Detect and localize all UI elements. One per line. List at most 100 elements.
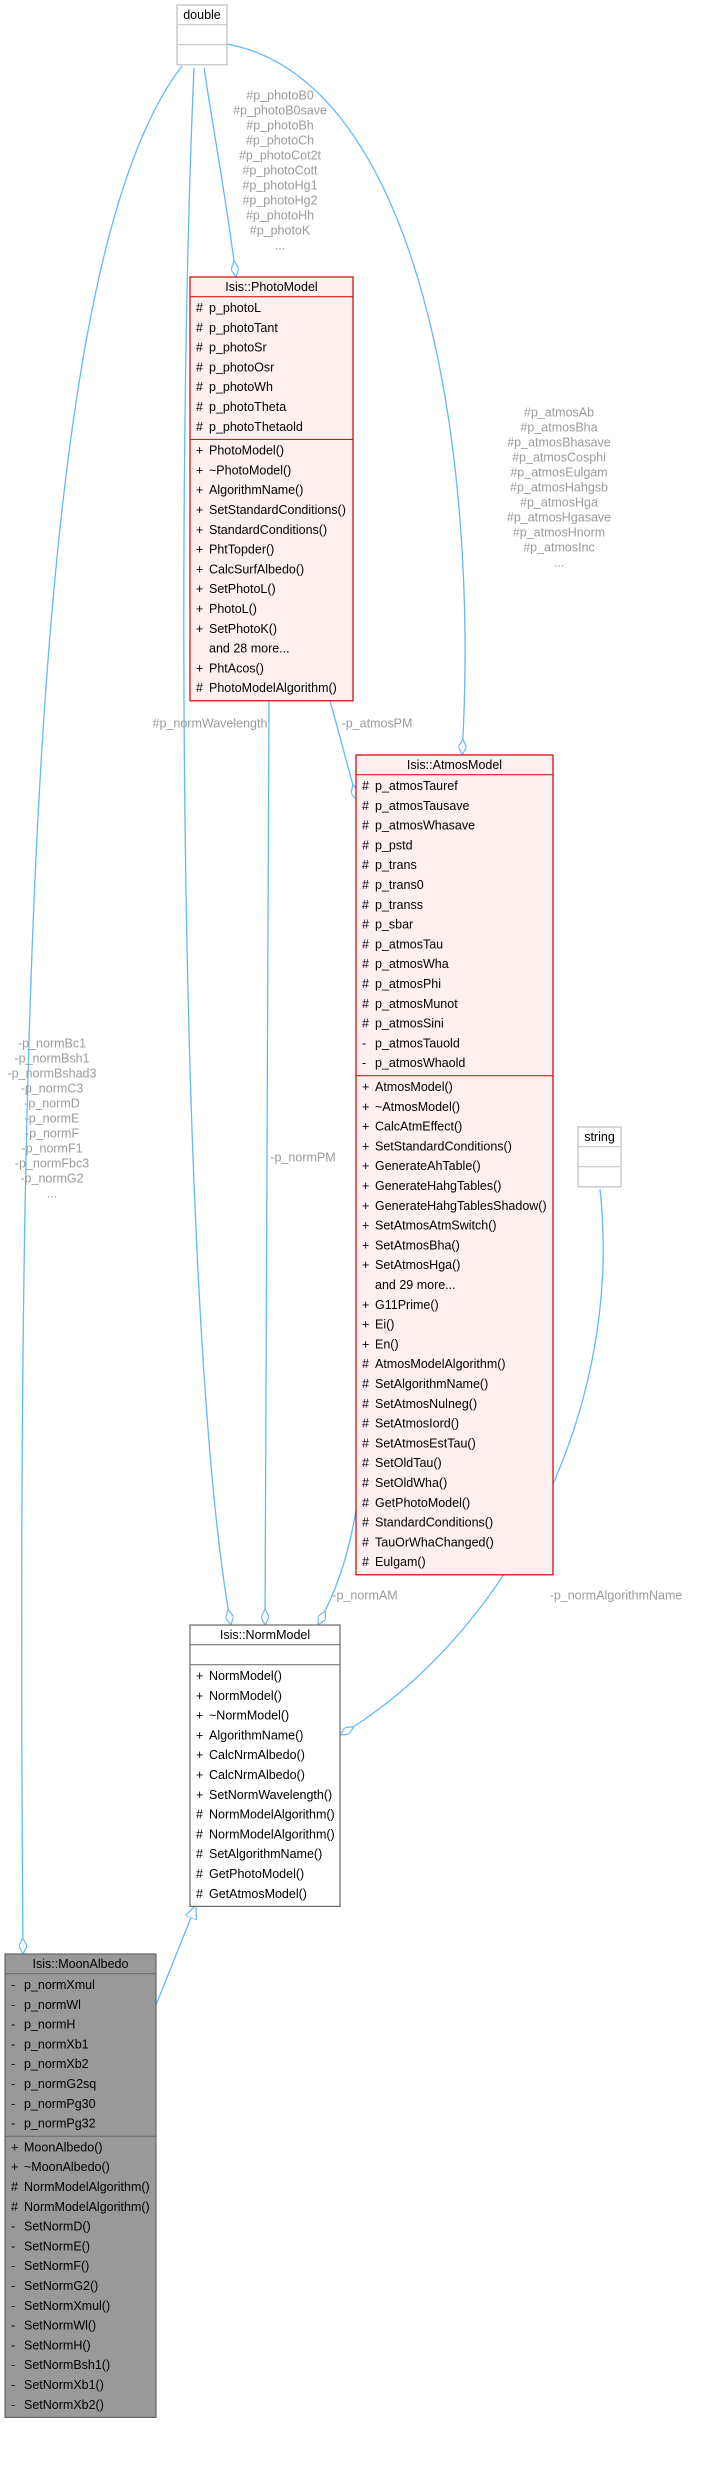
visibility: # bbox=[362, 1017, 369, 1031]
visibility: # bbox=[362, 1417, 369, 1431]
attribute: p_normXmul bbox=[24, 1978, 95, 1992]
method: MoonAlbedo() bbox=[24, 2140, 103, 2154]
class-title: Isis::MoonAlbedo bbox=[33, 1957, 129, 1971]
class-title: Isis::AtmosModel bbox=[407, 758, 502, 772]
method: GenerateHahgTables() bbox=[375, 1179, 501, 1193]
method: NormModel() bbox=[209, 1669, 282, 1683]
visibility: + bbox=[196, 483, 203, 497]
method: GenerateAhTable() bbox=[375, 1159, 481, 1173]
visibility: + bbox=[196, 444, 203, 458]
method: GetAtmosModel() bbox=[209, 1887, 307, 1901]
edge-label: -p_normPM bbox=[270, 1150, 335, 1164]
attribute: p_sbar bbox=[375, 918, 413, 932]
method: PhtTopder() bbox=[209, 543, 274, 557]
method: AtmosModel() bbox=[375, 1080, 453, 1094]
method: and 29 more... bbox=[375, 1278, 456, 1292]
method: SetStandardConditions() bbox=[375, 1139, 512, 1153]
method: StandardConditions() bbox=[375, 1516, 493, 1530]
visibility: - bbox=[11, 2279, 15, 2293]
attribute: p_atmosPhi bbox=[375, 977, 441, 991]
method: NormModel() bbox=[209, 1689, 282, 1703]
visibility: # bbox=[362, 1535, 369, 1549]
visibility: + bbox=[362, 1139, 369, 1153]
method: SetNormXmul() bbox=[24, 2299, 110, 2313]
edge-label: #p_photoB0 bbox=[246, 88, 313, 102]
visibility: # bbox=[362, 878, 369, 892]
class-node: Isis::AtmosModel# p_atmosTauref# p_atmosTa… bbox=[355, 754, 554, 1576]
edge-label: -p_normF bbox=[25, 1126, 80, 1140]
edge-label: -p_normAM bbox=[332, 1588, 397, 1602]
visibility: # bbox=[11, 2180, 18, 2194]
method: TauOrWhaChanged() bbox=[375, 1535, 494, 1549]
visibility: + bbox=[196, 543, 203, 557]
visibility: + bbox=[196, 582, 203, 596]
method: SetNormXb1() bbox=[24, 2378, 104, 2392]
attribute: p_normWl bbox=[24, 1998, 81, 2012]
method: and 28 more... bbox=[209, 642, 290, 656]
visibility: # bbox=[196, 360, 203, 374]
visibility: # bbox=[362, 1555, 369, 1569]
method: En() bbox=[375, 1337, 399, 1351]
inheritance-edge bbox=[155, 1905, 196, 2006]
visibility: # bbox=[362, 819, 369, 833]
visibility: # bbox=[362, 1397, 369, 1411]
edge-label: -p_normG2 bbox=[20, 1171, 83, 1185]
visibility: # bbox=[196, 341, 203, 355]
edge-label: #p_atmosCosphi bbox=[512, 450, 606, 464]
visibility: + bbox=[362, 1080, 369, 1094]
attribute: p_photoThetaold bbox=[209, 420, 303, 434]
method: PhtAcos() bbox=[209, 661, 264, 675]
method: SetOldWha() bbox=[375, 1476, 447, 1490]
edges bbox=[22, 43, 604, 2006]
attribute: p_trans0 bbox=[375, 878, 424, 892]
visibility: # bbox=[11, 2200, 18, 2214]
attribute: p_atmosWhaold bbox=[375, 1056, 465, 1070]
method: ~NormModel() bbox=[209, 1709, 289, 1723]
visibility: - bbox=[11, 1998, 15, 2012]
visibility: + bbox=[196, 1768, 203, 1782]
attribute: p_normPg32 bbox=[24, 2117, 96, 2131]
edge-label: #p_atmosBha bbox=[520, 420, 597, 434]
method: PhotoL() bbox=[209, 602, 257, 616]
method: CalcNrmAlbedo() bbox=[209, 1768, 305, 1782]
visibility: # bbox=[362, 838, 369, 852]
visibility: + bbox=[362, 1100, 369, 1114]
method: Ei() bbox=[375, 1318, 394, 1332]
attribute: p_atmosTausave bbox=[375, 799, 470, 813]
edge-label: #p_photoB0save bbox=[233, 103, 327, 117]
visibility: - bbox=[11, 2057, 15, 2071]
visibility: # bbox=[362, 799, 369, 813]
visibility: - bbox=[11, 2358, 15, 2372]
visibility: + bbox=[196, 1788, 203, 1802]
visibility: # bbox=[362, 1496, 369, 1510]
visibility: - bbox=[11, 2077, 15, 2091]
method: SetAtmosEstTau() bbox=[375, 1436, 476, 1450]
edge-label: #p_photoHg2 bbox=[242, 193, 317, 207]
visibility: + bbox=[196, 523, 203, 537]
attribute: p_atmosMunot bbox=[375, 997, 458, 1011]
visibility: # bbox=[196, 1827, 203, 1841]
visibility: + bbox=[11, 2140, 18, 2154]
method: StandardConditions() bbox=[209, 523, 327, 537]
edge-label: #p_atmosInc bbox=[523, 540, 595, 554]
class-box bbox=[189, 1624, 341, 1907]
visibility: + bbox=[362, 1318, 369, 1332]
visibility: # bbox=[196, 681, 203, 695]
visibility: # bbox=[362, 997, 369, 1011]
visibility: + bbox=[196, 1728, 203, 1742]
method: ~PhotoModel() bbox=[209, 463, 291, 477]
visibility: # bbox=[196, 1847, 203, 1861]
visibility: - bbox=[362, 1036, 366, 1050]
visibility: + bbox=[196, 1689, 203, 1703]
class-box bbox=[355, 754, 554, 1576]
edge-label: -p_normF1 bbox=[21, 1141, 82, 1155]
method: SetAtmosHga() bbox=[375, 1258, 460, 1272]
method: SetNormXb2() bbox=[24, 2398, 104, 2412]
edge-label: -p_atmosPM bbox=[342, 716, 413, 730]
class-title: string bbox=[584, 1130, 615, 1144]
visibility: + bbox=[196, 1669, 203, 1683]
visibility: # bbox=[362, 937, 369, 951]
edge-label: #p_atmosHahgsb bbox=[510, 480, 608, 494]
visibility: + bbox=[196, 503, 203, 517]
visibility: # bbox=[196, 380, 203, 394]
